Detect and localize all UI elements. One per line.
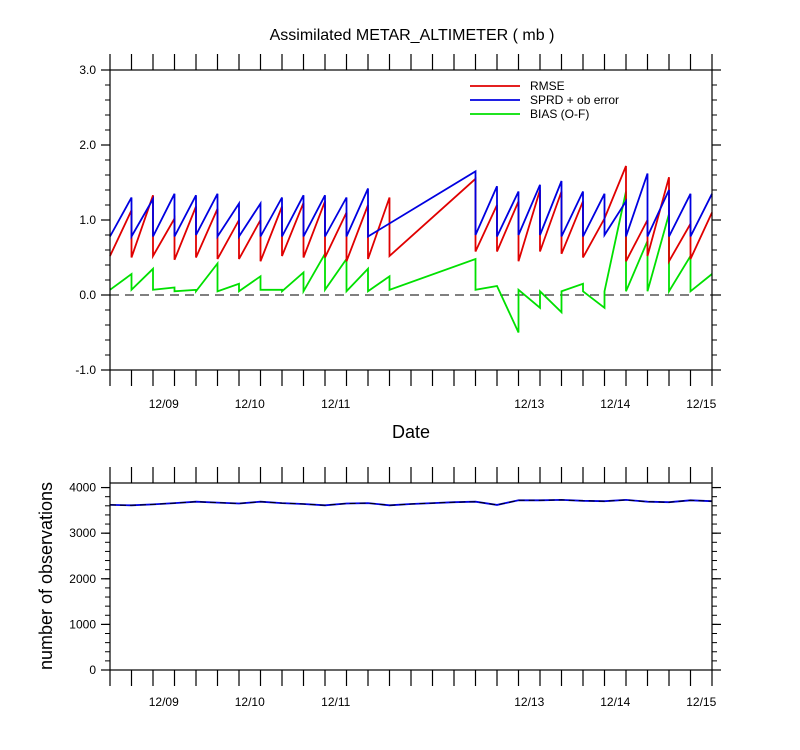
y-tick-label: 2.0	[79, 138, 96, 152]
x-tick-label: 12/13	[514, 397, 544, 411]
series-line-rmse	[109, 165, 713, 265]
y-tick-label: -1.0	[75, 363, 96, 377]
observations-line-dashed	[109, 499, 713, 506]
y-tick-label: 3.0	[79, 63, 96, 77]
bottom-axis-ticks	[101, 467, 721, 686]
y-tick-label: 1.0	[79, 213, 96, 227]
y-tick-label: 4000	[69, 481, 96, 495]
x-tick-label: 12/11	[321, 397, 350, 411]
bottom-series-group	[109, 498, 713, 507]
top-x-tick-labels: 12/09 12/10 12/11 12/13 12/14 12/15	[149, 397, 717, 411]
top-y-tick-labels: -1.0 0.0 1.0 2.0 3.0	[75, 63, 96, 377]
y-tick-label: 1000	[69, 617, 96, 631]
y-axis-title-observations: number of observations	[36, 482, 56, 670]
legend-label: RMSE	[530, 79, 565, 93]
y-tick-label: 0	[89, 663, 96, 677]
x-tick-label: 12/10	[235, 397, 265, 411]
x-tick-label: 12/15	[686, 695, 716, 709]
x-tick-label: 12/13	[514, 695, 544, 709]
x-tick-label: 12/11	[321, 695, 350, 709]
bottom-y-tick-labels: 0 1000 2000 3000 4000	[69, 481, 96, 677]
x-tick-label: 12/09	[149, 695, 179, 709]
x-tick-label: 12/14	[600, 695, 630, 709]
legend-label: SPRD + ob error	[530, 93, 619, 107]
top-axis-ticks	[101, 54, 721, 386]
legend-label: BIAS (O-F)	[530, 107, 589, 121]
y-tick-label: 2000	[69, 572, 96, 586]
x-tick-label: 12/14	[600, 397, 630, 411]
x-tick-label: 12/15	[686, 397, 716, 411]
top-chart: Assimilated METAR_ALTIMETER ( mb ) -1.0 0…	[75, 27, 721, 442]
top-series-group	[109, 165, 713, 333]
y-tick-label: 0.0	[79, 288, 96, 302]
series-line-sprd-ob-error	[109, 169, 713, 240]
bottom-plot-frame	[109, 482, 713, 671]
y-tick-label: 3000	[69, 526, 96, 540]
bottom-x-tick-labels: 12/09 12/10 12/11 12/13 12/14 12/15	[149, 695, 717, 709]
x-tick-label: 12/10	[235, 695, 265, 709]
series-line-bias-o-f	[109, 191, 713, 333]
x-tick-label: 12/09	[149, 397, 179, 411]
top-plot-frame	[109, 69, 713, 371]
chart-title: Assimilated METAR_ALTIMETER ( mb )	[270, 27, 555, 44]
x-axis-title: Date	[392, 422, 430, 442]
